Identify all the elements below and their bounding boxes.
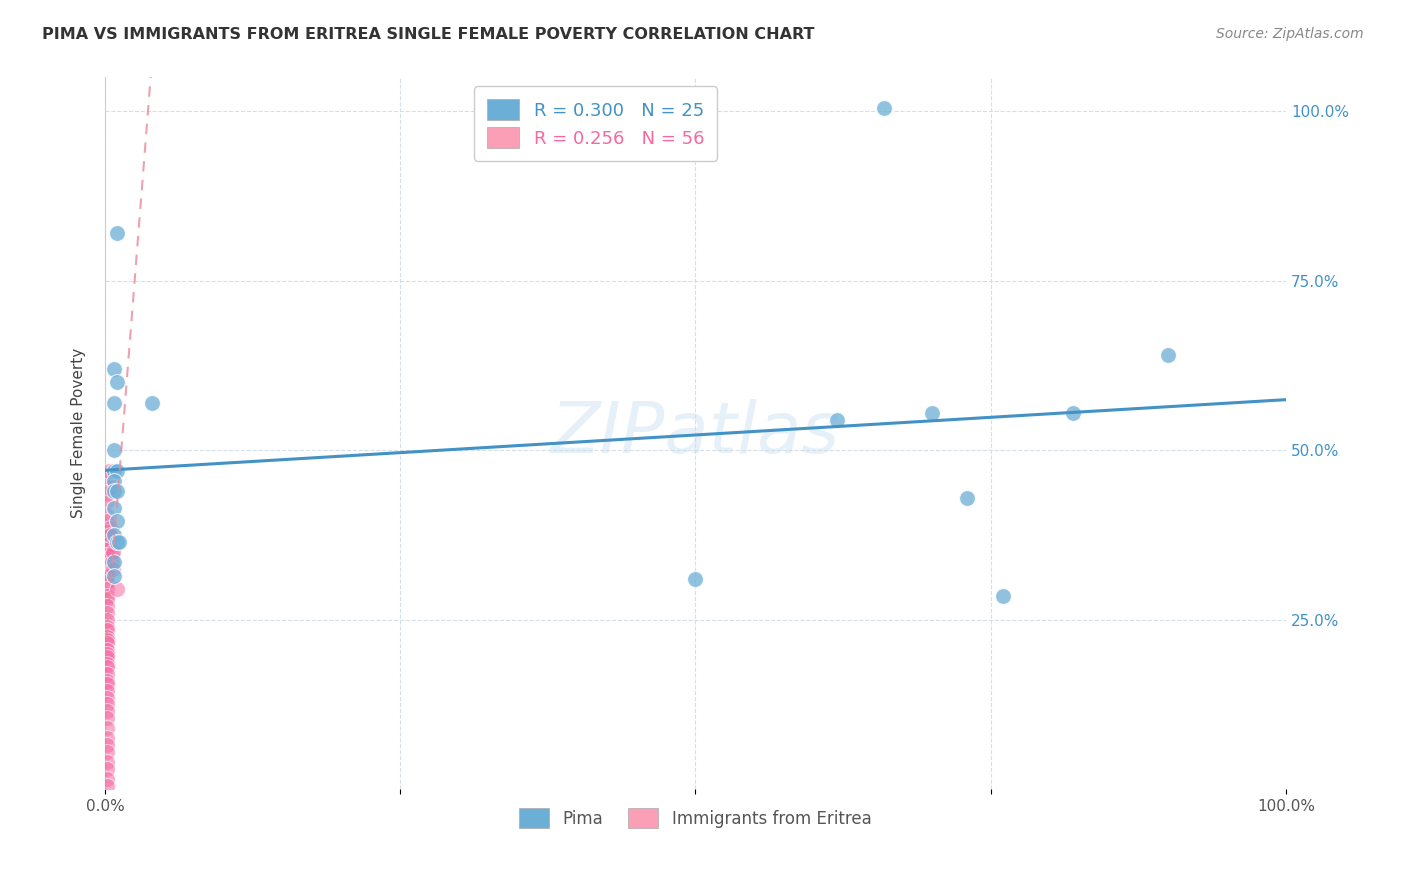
Point	[96, 657, 118, 671]
Point	[103, 562, 125, 576]
Point	[96, 589, 118, 603]
Point	[96, 532, 118, 546]
Point	[873, 101, 896, 115]
Point	[96, 515, 118, 529]
Point	[1062, 406, 1084, 420]
Point	[105, 582, 128, 597]
Point	[96, 568, 118, 582]
Point	[96, 755, 118, 769]
Point	[96, 613, 118, 627]
Point	[105, 483, 128, 498]
Point	[96, 508, 118, 522]
Point	[96, 636, 118, 650]
Point	[96, 762, 118, 776]
Point	[96, 541, 118, 556]
Point	[101, 549, 124, 563]
Point	[96, 592, 118, 607]
Point	[96, 698, 118, 712]
Point	[97, 470, 120, 484]
Point	[96, 647, 118, 661]
Point	[96, 538, 118, 552]
Point	[105, 376, 128, 390]
Point	[103, 362, 125, 376]
Point	[96, 643, 118, 657]
Point	[98, 528, 121, 542]
Point	[96, 619, 118, 633]
Point	[991, 589, 1014, 603]
Point	[921, 406, 943, 420]
Point	[96, 549, 118, 563]
Point	[105, 227, 128, 241]
Text: PIMA VS IMMIGRANTS FROM ERITREA SINGLE FEMALE POVERTY CORRELATION CHART: PIMA VS IMMIGRANTS FROM ERITREA SINGLE F…	[42, 27, 814, 42]
Point	[96, 673, 118, 688]
Legend: Pima, Immigrants from Eritrea: Pima, Immigrants from Eritrea	[513, 802, 879, 834]
Point	[96, 599, 118, 614]
Point	[141, 396, 163, 410]
Point	[97, 464, 120, 478]
Point	[685, 572, 707, 586]
Point	[96, 721, 118, 735]
Point	[96, 731, 118, 746]
Point	[96, 575, 118, 590]
Point	[96, 745, 118, 759]
Point	[96, 690, 118, 705]
Point	[1157, 348, 1180, 362]
Point	[96, 772, 118, 786]
Point	[103, 568, 125, 582]
Point	[98, 521, 121, 535]
Point	[96, 677, 118, 691]
Point	[103, 443, 125, 458]
Point	[825, 413, 848, 427]
Point	[103, 396, 125, 410]
Point	[96, 633, 118, 648]
Point	[96, 660, 118, 674]
Point	[103, 483, 125, 498]
Point	[96, 623, 118, 637]
Point	[96, 738, 118, 752]
Point	[96, 630, 118, 644]
Point	[96, 487, 118, 501]
Point	[96, 704, 118, 718]
Point	[108, 534, 131, 549]
Point	[96, 606, 118, 620]
Point	[96, 558, 118, 573]
Point	[103, 528, 125, 542]
Point	[96, 684, 118, 698]
Point	[96, 582, 118, 597]
Y-axis label: Single Female Poverty: Single Female Poverty	[72, 348, 86, 518]
Point	[105, 534, 128, 549]
Point	[105, 464, 128, 478]
Point	[97, 481, 120, 495]
Point	[105, 515, 128, 529]
Point	[103, 555, 125, 569]
Text: Source: ZipAtlas.com: Source: ZipAtlas.com	[1216, 27, 1364, 41]
Point	[96, 711, 118, 725]
Point	[103, 464, 125, 478]
Point	[96, 667, 118, 681]
Point	[956, 491, 979, 505]
Text: ZIPatlas: ZIPatlas	[551, 399, 839, 467]
Point	[96, 494, 118, 508]
Point	[96, 524, 118, 539]
Point	[96, 779, 118, 793]
Point	[103, 545, 125, 559]
Point	[103, 500, 125, 515]
Point	[96, 650, 118, 665]
Point	[103, 474, 125, 488]
Point	[96, 566, 118, 580]
Point	[101, 555, 124, 569]
Point	[96, 551, 118, 566]
